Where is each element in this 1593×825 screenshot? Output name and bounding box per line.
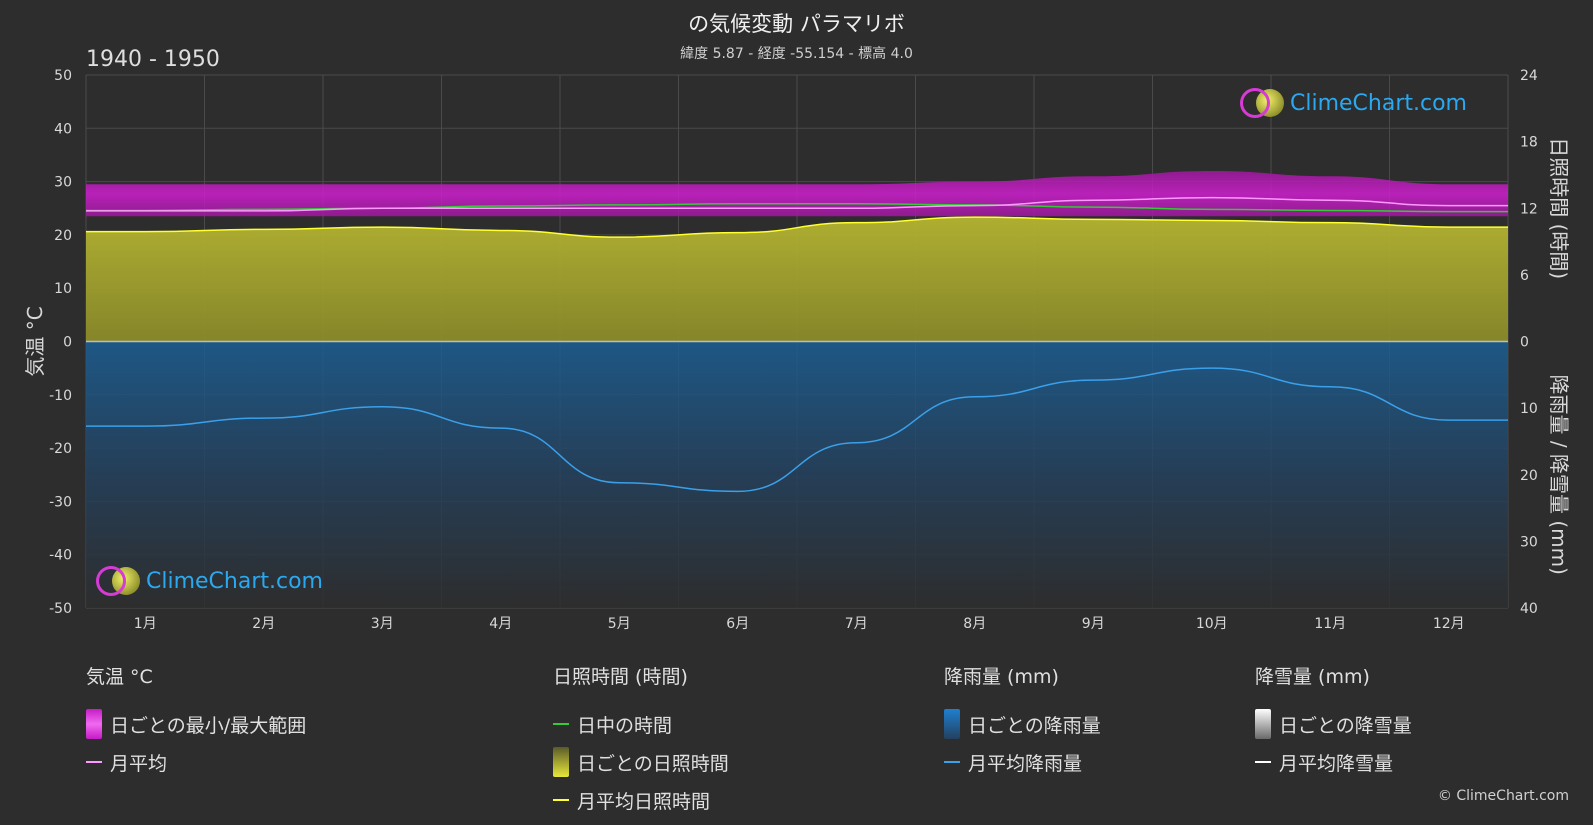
right-top-tick-label: 6 (1520, 268, 1529, 284)
legend-rain: 降雨量 (mm) 日ごとの降雨量 月平均降雨量 (944, 662, 1101, 781)
logo-ring-icon (96, 566, 126, 596)
legend-sun-daily: 日ごとの日照時間 (553, 743, 729, 781)
legend-temp-mean-label: 月平均 (110, 752, 168, 775)
chart-title: の気候変動 パラマリボ (688, 12, 905, 36)
legend-snow-mean: 月平均降雪量 (1255, 743, 1412, 781)
temp-range-swatch (86, 709, 102, 739)
month-label: 8月 (963, 616, 986, 632)
month-label: 9月 (1082, 616, 1105, 632)
legend-temp-range: 日ごとの最小/最大範囲 (86, 705, 306, 743)
logo-bottom[interactable]: ClimeChart.com (96, 566, 323, 596)
right-top-tick-label: 0 (1520, 335, 1529, 351)
legend-rain-daily-label: 日ごとの降雨量 (968, 714, 1101, 737)
month-label: 3月 (371, 616, 394, 632)
logo-top[interactable]: ClimeChart.com (1240, 88, 1467, 118)
legend-temp-mean: 月平均 (86, 743, 306, 781)
legend-daylight: 日中の時間 (553, 705, 729, 743)
temp-range-band (86, 170, 1508, 217)
temp-mean-swatch (86, 761, 102, 763)
month-label: 6月 (726, 616, 749, 632)
month-label: 4月 (489, 616, 512, 632)
chart-subtitle: 緯度 5.87 - 経度 -55.154 - 標高 4.0 (680, 46, 913, 62)
legend-temp-title: 気温 °C (86, 666, 153, 688)
legend-sun: 日照時間 (時間) 日中の時間 日ごとの日照時間 月平均日照時間 (553, 662, 729, 819)
daylight-swatch (553, 723, 569, 725)
rain-mean-swatch (944, 761, 960, 763)
month-label: 12月 (1433, 616, 1465, 632)
right-top-tick-label: 12 (1520, 201, 1538, 217)
legend-snow-mean-label: 月平均降雪量 (1279, 752, 1394, 775)
month-label: 5月 (608, 616, 631, 632)
month-label: 11月 (1314, 616, 1346, 632)
legend-snow-daily-label: 日ごとの降雪量 (1279, 714, 1412, 737)
right-bottom-tick-label: 20 (1520, 468, 1538, 484)
legend-snow: 降雪量 (mm) 日ごとの降雪量 月平均降雪量 (1255, 662, 1412, 781)
sunshine-mean-line (86, 216, 1508, 238)
left-axis-title: 気温 °C (23, 306, 47, 376)
legend-rain-daily: 日ごとの降雨量 (944, 705, 1101, 743)
right-top-tick-label: 24 (1520, 68, 1538, 84)
legend-sun-title: 日照時間 (時間) (553, 666, 688, 688)
sunshine-daily-area (86, 217, 1508, 342)
left-tick-label: 30 (54, 175, 72, 191)
legend-sun-mean: 月平均日照時間 (553, 781, 729, 819)
rain-mean-line (86, 367, 1508, 493)
left-tick-label: 50 (54, 68, 72, 84)
right-bottom-tick-label: 40 (1520, 601, 1538, 617)
right-top-tick-label: 18 (1520, 135, 1538, 151)
left-tick-label: 40 (54, 121, 72, 137)
legend-snow-daily: 日ごとの降雪量 (1255, 705, 1412, 743)
right-bottom-tick-label: 10 (1520, 401, 1538, 417)
right-top-axis-title: 日照時間 (時間) (1547, 137, 1571, 279)
daylight-line (86, 203, 1508, 213)
legend-snow-title: 降雪量 (mm) (1255, 666, 1370, 688)
left-tick-label: 0 (63, 335, 72, 351)
left-tick-label: -50 (49, 601, 72, 617)
legend-daylight-label: 日中の時間 (577, 714, 673, 737)
left-tick-label: -10 (49, 388, 72, 404)
rain-swatch (944, 709, 960, 739)
sun-mean-swatch (553, 799, 569, 801)
logo-ring-icon (1240, 88, 1270, 118)
legend-sun-daily-label: 日ごとの日照時間 (577, 752, 729, 775)
month-label: 7月 (845, 616, 868, 632)
sunshine-swatch (553, 747, 569, 777)
left-tick-label: -40 (49, 548, 72, 564)
copyright: © ClimeChart.com (1437, 788, 1569, 804)
climate-chart: 1月 2月 3月 4月 5月 6月 7月 8月 9月 10月 11月 12月 50 40 30 20 10 0 -1… (23, 68, 1571, 632)
legend-rain-mean: 月平均降雨量 (944, 743, 1101, 781)
temp-mean-line (85, 196, 1508, 212)
right-bottom-axis-title: 降雨量 / 降雪量 (mm) (1547, 375, 1571, 575)
logo-text: ClimeChart.com (1290, 90, 1467, 116)
legend-temp-range-label: 日ごとの最小/最大範囲 (110, 714, 307, 737)
month-label: 1月 (134, 616, 157, 632)
month-label: 2月 (252, 616, 275, 632)
left-tick-label: 20 (54, 228, 72, 244)
left-tick-label: -20 (49, 441, 72, 457)
right-bottom-tick-label: 30 (1520, 534, 1538, 550)
snow-swatch (1255, 709, 1271, 739)
period-label: 1940 - 1950 (86, 47, 220, 72)
legend-rain-title: 降雨量 (mm) (944, 666, 1059, 688)
month-label: 10月 (1196, 616, 1228, 632)
rain-daily-area (86, 341, 1508, 608)
legend-temp: 気温 °C 日ごとの最小/最大範囲 月平均 (86, 662, 306, 781)
legend-sun-mean-label: 月平均日照時間 (577, 790, 711, 813)
left-tick-label: -30 (49, 494, 72, 510)
snow-mean-swatch (1255, 761, 1271, 763)
legend-rain-mean-label: 月平均降雨量 (968, 752, 1083, 775)
logo-text: ClimeChart.com (146, 568, 323, 594)
left-tick-label: 10 (54, 281, 72, 297)
